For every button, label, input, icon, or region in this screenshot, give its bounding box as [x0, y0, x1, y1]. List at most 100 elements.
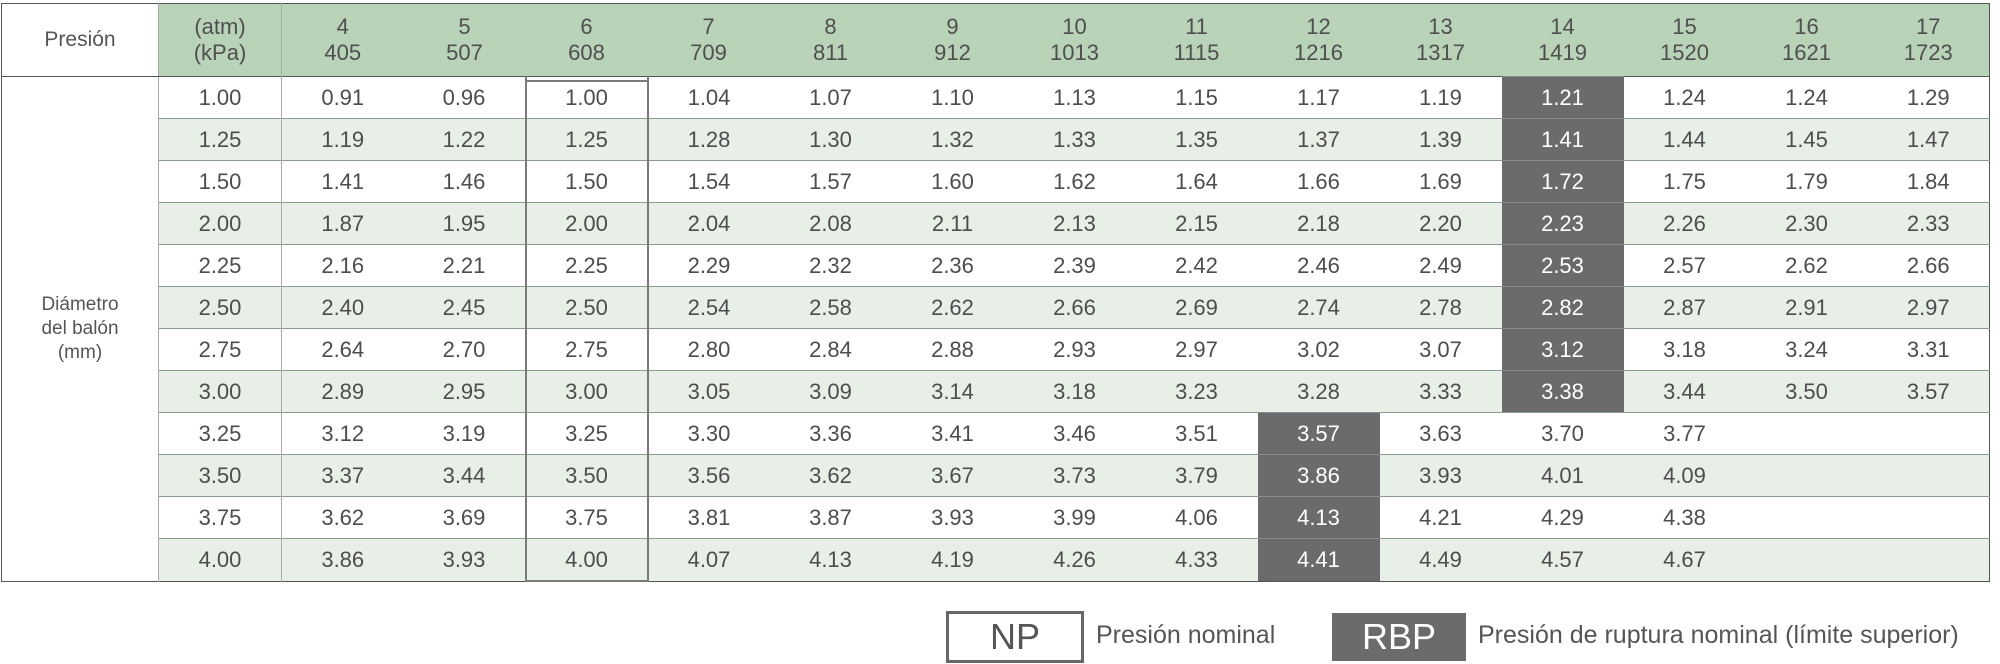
- value-cell: 2.21: [403, 244, 526, 287]
- header-atm-cell: 15: [1623, 3, 1746, 40]
- rbp-value-cell: 4.41: [1257, 538, 1380, 581]
- rbp-value-cell: 1.72: [1501, 160, 1624, 203]
- diameter-cell: 4.00: [158, 538, 282, 581]
- value-cell: 3.44: [1623, 370, 1746, 413]
- value-cell: 4.07: [647, 538, 770, 581]
- header-kpa-cell: 608: [525, 40, 648, 77]
- value-cell: 3.09: [769, 370, 892, 413]
- diameter-label-line: (mm): [57, 341, 103, 363]
- header-kpa-cell: 1520: [1623, 40, 1746, 77]
- value-cell: 2.89: [281, 370, 404, 413]
- nominal-value-cell: 2.00: [524, 202, 649, 245]
- value-cell: 1.95: [403, 202, 526, 245]
- value-cell: 2.26: [1623, 202, 1746, 245]
- nominal-value-cell: 2.50: [524, 286, 649, 329]
- table-row: 2.75 2.64 2.70 2.75 2.80 2.84 2.88 2.93 2.97 3.02…: [2, 328, 1990, 371]
- rbp-value-cell: 3.38: [1501, 370, 1624, 413]
- value-cell: 2.45: [403, 286, 526, 329]
- value-cell: 1.32: [891, 118, 1014, 161]
- value-cell: 2.84: [769, 328, 892, 371]
- legend-rbp-box: RBP: [1332, 613, 1466, 661]
- diameter-cell: 1.25: [158, 118, 282, 161]
- header-kpa-cell: 1115: [1135, 40, 1258, 77]
- value-cell: 2.62: [891, 286, 1014, 329]
- header-atm-cell: 13: [1379, 3, 1502, 40]
- value-cell: 2.32: [769, 244, 892, 287]
- value-cell: 2.69: [1135, 286, 1258, 329]
- value-cell: 3.51: [1135, 412, 1258, 455]
- value-cell: 1.62: [1013, 160, 1136, 203]
- value-cell: 4.26: [1013, 538, 1136, 581]
- value-cell: 2.93: [1013, 328, 1136, 371]
- value-cell: 2.33: [1867, 202, 1990, 245]
- value-cell: 2.64: [281, 328, 404, 371]
- rbp-value-cell: 1.41: [1501, 118, 1624, 161]
- nominal-value-cell: 1.00: [524, 76, 649, 119]
- value-cell: 3.36: [769, 412, 892, 455]
- table-row: 3.00 2.89 2.95 3.00 3.05 3.09 3.14 3.18 3.23 3.28…: [2, 370, 1990, 413]
- value-cell: 3.93: [1379, 454, 1502, 497]
- rbp-value-cell: 3.86: [1257, 454, 1380, 497]
- value-cell: 2.13: [1013, 202, 1136, 245]
- nominal-value-cell: 1.25: [524, 118, 649, 161]
- value-cell: 3.37: [281, 454, 404, 497]
- header-atm-cell: 8: [769, 3, 892, 40]
- nominal-value-cell: 3.50: [524, 454, 649, 497]
- value-cell: 3.70: [1501, 412, 1624, 455]
- value-cell: 1.13: [1013, 76, 1136, 119]
- value-cell: 2.66: [1013, 286, 1136, 329]
- rbp-value-cell: 3.12: [1501, 328, 1624, 371]
- nominal-value-cell: 3.25: [524, 412, 649, 455]
- pressure-label: Presión: [1, 3, 159, 77]
- table-row: 2.25 2.16 2.21 2.25 2.29 2.32 2.36 2.39 2.42 2.46…: [2, 244, 1990, 287]
- nominal-value-cell: 4.00: [524, 538, 649, 582]
- value-cell: 3.62: [281, 496, 404, 539]
- value-cell: 1.35: [1135, 118, 1258, 161]
- value-cell: 2.97: [1867, 286, 1990, 329]
- header-atm-cell: 9: [891, 3, 1014, 40]
- value-cell: 1.64: [1135, 160, 1258, 203]
- value-cell: 4.21: [1379, 496, 1502, 539]
- diameter-label-line: del balón: [41, 317, 119, 339]
- value-cell: 4.67: [1623, 538, 1746, 581]
- value-cell: 3.30: [647, 412, 770, 455]
- value-cell: 3.31: [1867, 328, 1990, 371]
- value-cell: 4.33: [1135, 538, 1258, 581]
- value-cell: 2.39: [1013, 244, 1136, 287]
- header-atm-cell: 11: [1135, 3, 1258, 40]
- legend-np-text: Presión nominal: [1096, 621, 1276, 649]
- value-cell: 1.15: [1135, 76, 1258, 119]
- value-cell: 1.22: [403, 118, 526, 161]
- value-cell: 1.29: [1867, 76, 1990, 119]
- value-cell: 3.02: [1257, 328, 1380, 371]
- value-cell: 0.91: [281, 76, 404, 119]
- value-cell: 4.06: [1135, 496, 1258, 539]
- table-row: 3.25 3.12 3.19 3.25 3.30 3.36 3.41 3.46 3.51 3.57…: [2, 412, 1990, 455]
- value-cell: 2.88: [891, 328, 1014, 371]
- header-atm-cell: 10: [1013, 3, 1136, 40]
- value-cell: 3.44: [403, 454, 526, 497]
- value-cell: 1.45: [1745, 118, 1868, 161]
- value-cell: 1.87: [281, 202, 404, 245]
- rbp-value-cell: 4.13: [1257, 496, 1380, 539]
- value-cell: 3.79: [1135, 454, 1258, 497]
- rbp-value-cell: 1.21: [1501, 76, 1624, 119]
- value-cell: 3.18: [1013, 370, 1136, 413]
- value-cell: 3.56: [647, 454, 770, 497]
- value-cell: 2.08: [769, 202, 892, 245]
- diameter-cell: 3.50: [158, 454, 282, 497]
- diameter-cell: 3.25: [158, 412, 282, 455]
- table-row: Diámetro del balón (mm) 1.00 0.91 0.96 1.00 1.0…: [1, 76, 1990, 581]
- value-cell: 1.75: [1623, 160, 1746, 203]
- header-atm-cell: 5: [403, 3, 526, 40]
- header-kpa-cell: 1419: [1501, 40, 1624, 77]
- value-cell: 3.93: [403, 538, 526, 581]
- rbp-value-cell: 3.57: [1257, 412, 1380, 455]
- value-cell: 1.46: [403, 160, 526, 203]
- value-cell: 3.77: [1623, 412, 1746, 455]
- value-cell: 1.84: [1867, 160, 1990, 203]
- value-cell: 1.24: [1745, 76, 1868, 119]
- rbp-value-cell: 2.82: [1501, 286, 1624, 329]
- value-cell: 1.60: [891, 160, 1014, 203]
- value-cell: 4.49: [1379, 538, 1502, 581]
